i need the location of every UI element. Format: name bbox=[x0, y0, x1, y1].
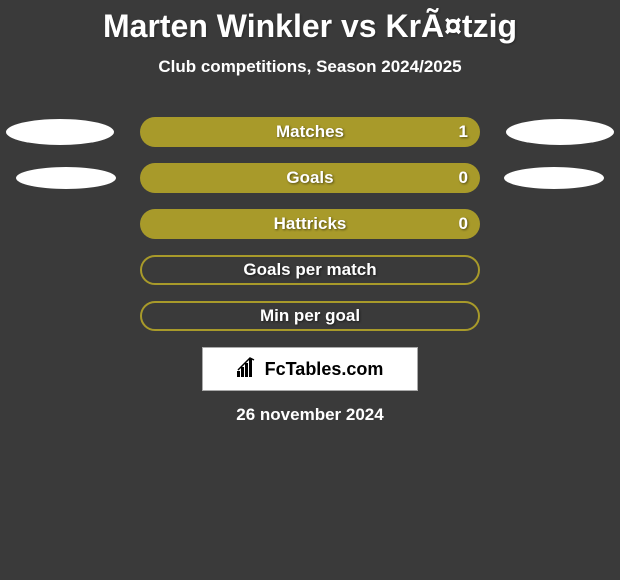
stat-row-goals-per-match: Goals per match bbox=[0, 255, 620, 285]
ellipse-icon bbox=[6, 119, 114, 145]
date-text: 26 november 2024 bbox=[0, 405, 620, 425]
site-name: FcTables.com bbox=[265, 359, 384, 380]
stat-label: Goals per match bbox=[243, 260, 376, 280]
stat-label: Matches bbox=[276, 122, 344, 142]
stat-label: Hattricks bbox=[274, 214, 347, 234]
stats-container: Matches 1 Goals 0 Hattricks 0 Goals per … bbox=[0, 117, 620, 331]
chart-icon bbox=[237, 357, 259, 382]
stat-value: 0 bbox=[459, 168, 468, 188]
stat-label: Min per goal bbox=[260, 306, 360, 326]
stat-row-matches: Matches 1 bbox=[0, 117, 620, 147]
stat-bar: Hattricks 0 bbox=[140, 209, 480, 239]
stat-value: 0 bbox=[459, 214, 468, 234]
stat-bar: Min per goal bbox=[140, 301, 480, 331]
stat-bar: Matches 1 bbox=[140, 117, 480, 147]
ellipse-icon bbox=[16, 167, 116, 189]
stat-row-min-per-goal: Min per goal bbox=[0, 301, 620, 331]
page-title: Marten Winkler vs KrÃ¤tzig bbox=[0, 0, 620, 45]
stat-row-hattricks: Hattricks 0 bbox=[0, 209, 620, 239]
subtitle: Club competitions, Season 2024/2025 bbox=[0, 57, 620, 77]
stat-value: 1 bbox=[459, 122, 468, 142]
stat-label: Goals bbox=[286, 168, 333, 188]
stat-row-goals: Goals 0 bbox=[0, 163, 620, 193]
site-badge: FcTables.com bbox=[202, 347, 418, 391]
ellipse-icon bbox=[504, 167, 604, 189]
stat-bar: Goals per match bbox=[140, 255, 480, 285]
stat-bar: Goals 0 bbox=[140, 163, 480, 193]
ellipse-icon bbox=[506, 119, 614, 145]
